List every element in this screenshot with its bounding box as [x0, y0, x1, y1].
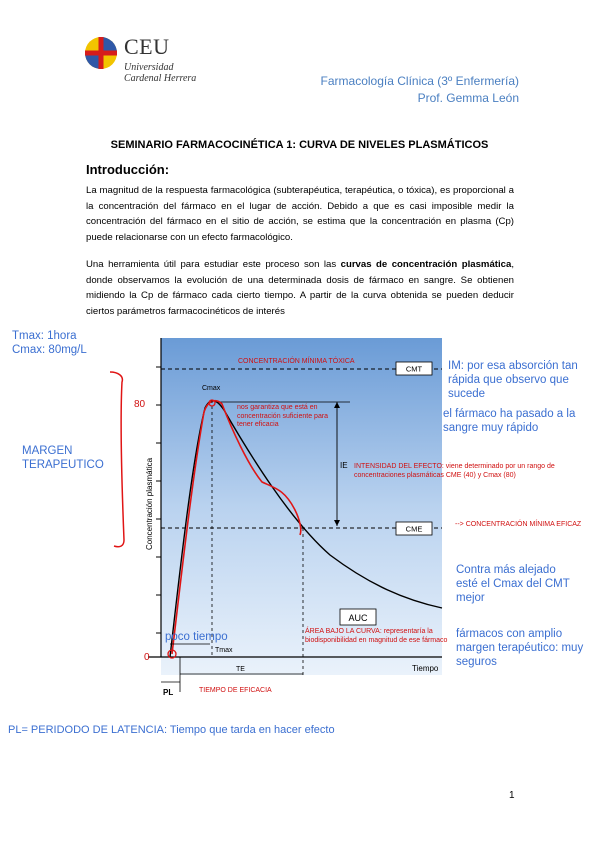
red-trace: [171, 399, 302, 655]
y-axis-label: Concentración plasmática: [145, 457, 154, 550]
paragraph-2: Una herramienta útil para estudiar este …: [86, 257, 514, 319]
professor-name: Prof. Gemma León: [417, 91, 519, 105]
garantiza-note: nos garantiza que está en concentración …: [237, 404, 329, 428]
pl-note: PL= PERIDODO DE LATENCIA: Tiempo que tar…: [8, 724, 335, 736]
pl-label: PL: [163, 688, 173, 697]
y-tick-80: 80: [134, 399, 146, 410]
auc-label: AUC: [348, 613, 368, 623]
ie-arrow-head-bottom: [334, 520, 340, 526]
tmax-label: Tmax: [215, 647, 233, 654]
tmax-note: Tmax: 1hora: [12, 330, 77, 342]
te-note: TIEMPO DE EFICACIA: [199, 687, 272, 694]
paragraph-2-start: Una herramienta útil para estudiar este …: [86, 259, 341, 270]
ie-arrow-head-top: [334, 402, 340, 408]
cmax-label: Cmax: [202, 385, 221, 392]
paragraph-1: La magnitud de la respuesta farmacológic…: [86, 185, 514, 243]
ie-note: INTENSIDAD DEL EFECTO: viene determinado…: [354, 463, 555, 479]
cme-box: [395, 521, 433, 536]
ceu-emblem-icon: [85, 37, 117, 69]
logo-wordmark: CEU: [124, 34, 170, 59]
auc-box: [339, 608, 377, 626]
im-note: IM: por esa absorción tan rápida que obs…: [448, 360, 578, 400]
cmt-note: CONCENTRACIÓN MÍNIMA TÓXICA: [238, 358, 355, 365]
cmax-alejado-note: Contra más alejado esté el Cmax del CMT …: [456, 564, 570, 604]
paragraph-2-bold: curvas de concentración plasmática: [340, 259, 512, 270]
y-ticks: [156, 366, 161, 634]
cme-note: --> CONCENTRACIÓN MÍNIMA EFICAZ: [455, 521, 582, 528]
origin-mark: [167, 649, 177, 659]
cme-label: CME: [406, 525, 423, 534]
logo-subtitle-2: Cardenal Herrera: [124, 73, 197, 84]
paragraph-2-end: , donde observamos la evolución de una d…: [86, 259, 515, 317]
x-axis-label: Tiempo: [412, 664, 439, 673]
page-title: SEMINARIO FARMACOCINÉTICA 1: CURVA DE NI…: [110, 139, 489, 151]
cmt-box: [395, 361, 433, 376]
cmt-label: CMT: [406, 365, 423, 374]
margen-note: MARGEN TERAPEUTICO: [22, 445, 104, 471]
page-number: 1: [509, 790, 515, 801]
ceu-logo: CEU Universidad Cardenal Herrera: [84, 34, 234, 86]
poco-tiempo-note: poco tiempo: [165, 631, 228, 643]
sangre-note: el fármaco ha pasado a la sangre muy ráp…: [443, 408, 576, 434]
margen-bracket: [109, 371, 125, 548]
y-tick-0: 0: [144, 652, 150, 663]
logo-subtitle-1: Universidad: [124, 62, 174, 73]
course-name: Farmacología Clínica (3º Enfermería): [320, 74, 519, 88]
farmacos-note: fármacos con amplio margen terapéutico: …: [456, 628, 584, 668]
chart-background: [161, 338, 442, 675]
cmax-note: Cmax: 80mg/L: [12, 344, 87, 356]
cmax-mark: [208, 399, 216, 407]
plasma-curve-chart: CMT CME IE Cmax AUC Tmax TE PL Tiempo Co…: [109, 338, 443, 697]
te-label: TE: [236, 666, 245, 673]
section-heading: Introducción:: [86, 162, 170, 177]
ie-label: IE: [340, 461, 348, 470]
area-note: ÁREA BAJO LA CURVA: representaría la bio…: [305, 628, 448, 644]
